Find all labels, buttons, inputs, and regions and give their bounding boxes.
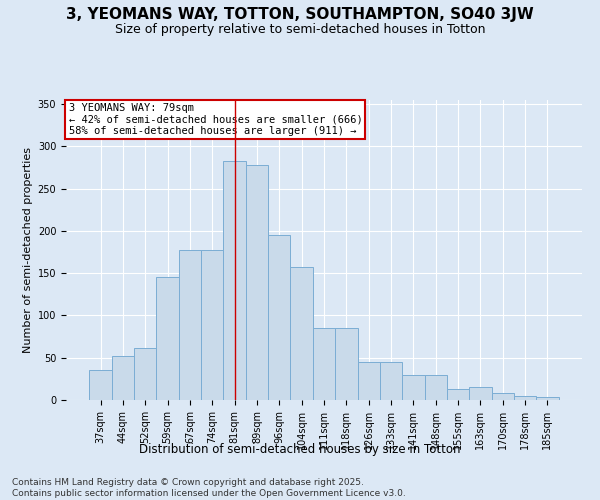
Text: 3 YEOMANS WAY: 79sqm
← 42% of semi-detached houses are smaller (666)
58% of semi: 3 YEOMANS WAY: 79sqm ← 42% of semi-detac…: [68, 103, 362, 136]
Bar: [380, 362, 402, 400]
Bar: [536, 398, 559, 400]
Bar: [179, 250, 201, 400]
Bar: [112, 356, 134, 400]
Text: Size of property relative to semi-detached houses in Totton: Size of property relative to semi-detach…: [115, 22, 485, 36]
Bar: [335, 328, 358, 400]
Bar: [157, 278, 179, 400]
Bar: [491, 393, 514, 400]
Text: 3, YEOMANS WAY, TOTTON, SOUTHAMPTON, SO40 3JW: 3, YEOMANS WAY, TOTTON, SOUTHAMPTON, SO4…: [66, 8, 534, 22]
Bar: [425, 374, 447, 400]
Bar: [313, 328, 335, 400]
Bar: [402, 374, 425, 400]
Bar: [134, 348, 157, 400]
Bar: [358, 362, 380, 400]
Bar: [246, 165, 268, 400]
Text: Contains HM Land Registry data © Crown copyright and database right 2025.
Contai: Contains HM Land Registry data © Crown c…: [12, 478, 406, 498]
Bar: [89, 370, 112, 400]
Bar: [223, 161, 246, 400]
Y-axis label: Number of semi-detached properties: Number of semi-detached properties: [23, 147, 34, 353]
Bar: [268, 235, 290, 400]
Bar: [290, 268, 313, 400]
Text: Distribution of semi-detached houses by size in Totton: Distribution of semi-detached houses by …: [139, 442, 461, 456]
Bar: [469, 388, 491, 400]
Bar: [514, 396, 536, 400]
Bar: [201, 250, 223, 400]
Bar: [447, 389, 469, 400]
